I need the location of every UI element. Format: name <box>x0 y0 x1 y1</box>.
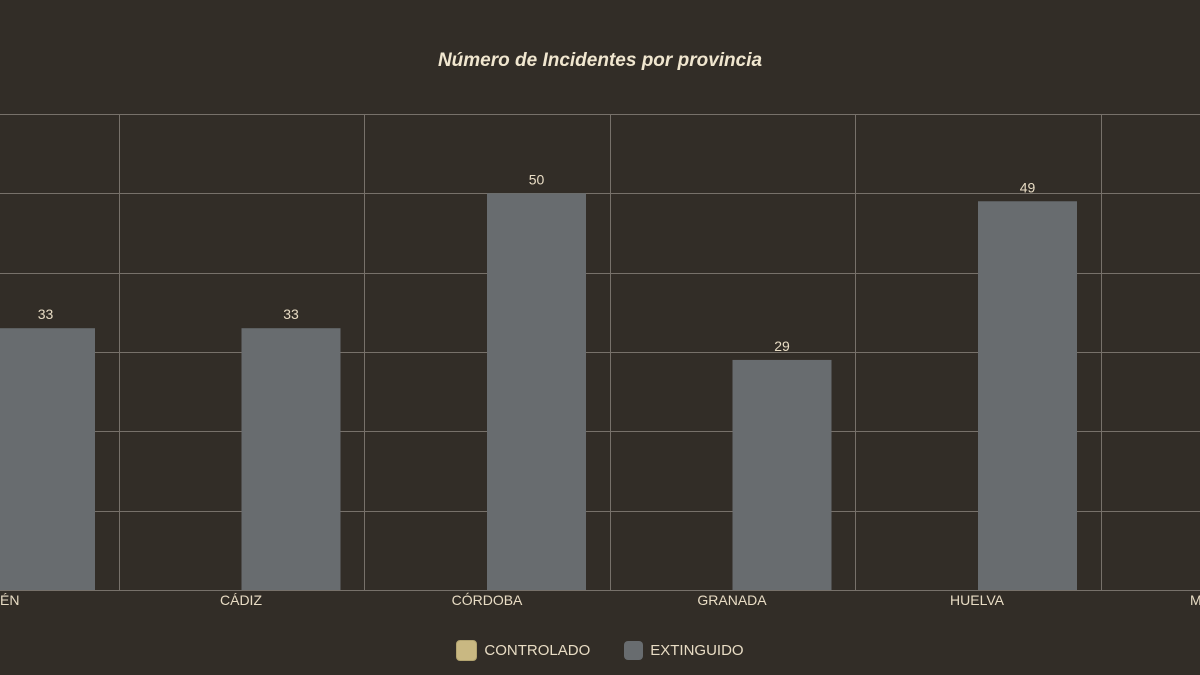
bars <box>0 193 1077 591</box>
legend-swatch-extinguido <box>624 641 644 660</box>
legend-item-controlado[interactable]: CONTROLADO <box>456 640 590 661</box>
data-label: 33 <box>38 306 54 322</box>
chart-title: Número de Incidentes por provincia <box>437 50 763 71</box>
data-label: 29 <box>774 338 790 354</box>
legend-item-extinguido[interactable]: EXTINGUIDO <box>624 640 744 661</box>
bar-extinguido <box>487 193 586 591</box>
bar-extinguido <box>241 328 341 590</box>
x-tick-label: CÓRDOBA <box>452 592 523 608</box>
bar-extinguido <box>978 201 1077 590</box>
x-tick-label: GRANADA <box>697 592 767 608</box>
data-label: 50 <box>529 171 545 187</box>
data-label: 49 <box>1020 179 1036 195</box>
x-tick-label: CÁDIZ <box>220 592 262 608</box>
bar-extinguido <box>732 359 832 590</box>
legend: CONTROLADO EXTINGUIDO <box>0 640 1200 661</box>
legend-swatch-controlado <box>456 640 478 661</box>
x-axis: ÉN CÁDIZ CÓRDOBA GRANADA HUELVA M <box>0 592 1200 608</box>
x-tick-label: HUELVA <box>950 592 1005 608</box>
x-tick-label: ÉN <box>0 592 19 608</box>
data-labels: 33 33 50 29 49 <box>38 171 1036 354</box>
legend-label-extinguido: EXTINGUIDO <box>650 642 744 659</box>
x-tick-label: M <box>1190 592 1200 608</box>
legend-label-controlado: CONTROLADO <box>484 642 591 659</box>
data-label: 33 <box>283 306 299 322</box>
bar-extinguido <box>0 328 95 590</box>
